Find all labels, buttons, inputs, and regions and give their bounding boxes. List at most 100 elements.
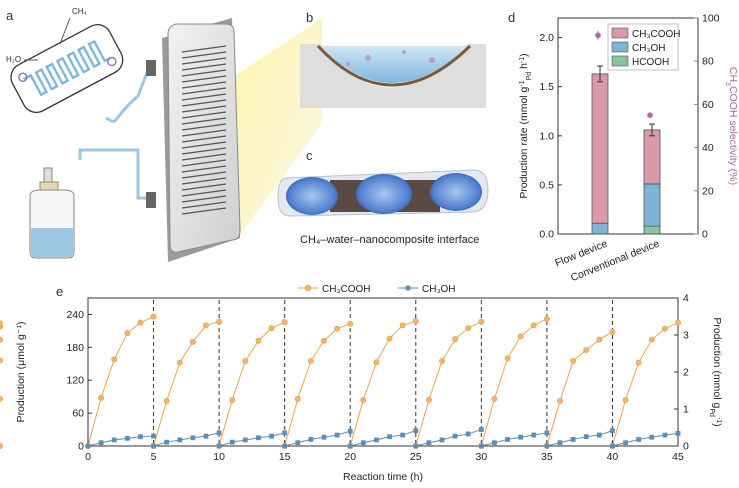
x-tick-label: 10 — [213, 451, 225, 463]
x-tick-label: 30 — [475, 451, 487, 463]
data-point — [649, 434, 655, 440]
series-line — [611, 322, 679, 447]
data-point — [295, 440, 301, 446]
data-point — [163, 398, 170, 405]
y-tick-label: 60 — [72, 408, 84, 420]
selectivity-point — [647, 112, 653, 118]
y-tick-label: 0 — [78, 441, 84, 453]
data-point — [596, 432, 602, 438]
data-point — [543, 315, 550, 322]
data-point — [111, 356, 118, 363]
methane-bubble — [356, 174, 412, 214]
series-line — [546, 331, 613, 447]
panel-label-b: b — [306, 10, 313, 25]
series-line — [349, 320, 416, 447]
legend-swatch — [611, 27, 629, 39]
data-point — [307, 358, 314, 365]
droplet-trough — [300, 44, 486, 108]
series-line — [87, 316, 154, 447]
panel-label-e: e — [56, 284, 63, 299]
series-line — [218, 432, 285, 447]
data-point — [138, 434, 143, 440]
y-tick-label: 1.5 — [539, 81, 554, 93]
y2-tick-label: 80 — [702, 56, 714, 68]
data-point — [242, 437, 248, 443]
data-point — [334, 325, 341, 332]
data-point — [636, 437, 642, 442]
series-line — [284, 430, 351, 447]
y-tick-label: 2.0 — [539, 32, 554, 44]
series-line — [481, 432, 547, 447]
data-point — [413, 443, 419, 449]
data-point — [387, 434, 392, 440]
data-point — [623, 440, 628, 446]
data-point — [662, 432, 668, 438]
panel-c: c CH₄–water–nanocomposite interface — [277, 148, 489, 246]
data-point — [412, 318, 419, 325]
series-line — [415, 429, 482, 447]
connector-bottom — [146, 192, 156, 208]
line-chart-y-axis-label: Production (μmol g⁻¹) — [15, 322, 27, 423]
data-point — [269, 433, 274, 439]
data-point — [465, 431, 471, 437]
data-point — [203, 433, 209, 439]
data-point — [610, 428, 615, 434]
y2-tick-label: 4 — [683, 293, 689, 305]
panel-label-c: c — [306, 148, 313, 163]
data-point — [544, 430, 550, 436]
y-tick-label: 1.0 — [539, 130, 554, 142]
data-point — [478, 427, 484, 432]
legend-label: CH₃COOH — [632, 29, 681, 40]
data-point — [347, 320, 354, 327]
water-droplet-illustration — [320, 46, 468, 83]
data-point — [98, 394, 105, 401]
series-line — [480, 318, 548, 447]
data-point — [242, 358, 249, 365]
series-line — [284, 323, 351, 447]
y-tick-label: 240 — [66, 309, 84, 321]
gas-bubble — [346, 62, 350, 66]
x-tick-label: 40 — [607, 451, 619, 463]
data-point — [557, 398, 564, 405]
y-tick-label: 0.5 — [539, 179, 554, 191]
methane-bubble — [430, 173, 482, 211]
data-point — [360, 440, 366, 446]
data-point — [373, 359, 380, 366]
series-line — [612, 432, 679, 447]
data-point — [360, 396, 367, 403]
bar-segment — [643, 183, 661, 227]
panel-e: e Reaction time (h) Production (μmol g⁻¹… — [0, 284, 723, 483]
bar-chart-axes: 0.0 0.5 1.0 1.5 2.0 0 20 40 60 80 100 — [539, 13, 719, 241]
data-point — [216, 318, 223, 325]
data-point — [530, 322, 537, 329]
data-point — [452, 336, 459, 343]
data-point — [98, 440, 104, 446]
data-point — [320, 337, 327, 344]
series-line — [218, 321, 285, 447]
data-point — [216, 430, 222, 436]
data-point — [202, 322, 209, 329]
data-point — [504, 355, 511, 362]
ch4-label: CH₄ — [72, 7, 87, 16]
data-point — [675, 319, 682, 326]
series-line — [153, 432, 220, 447]
y-tick-label: 180 — [66, 342, 84, 354]
data-point — [491, 395, 498, 402]
methane-bubble — [286, 177, 338, 215]
data-point — [570, 437, 576, 442]
line-chart-x-axis-label: Reaction time (h) — [343, 471, 423, 483]
x-tick-label: 20 — [344, 451, 356, 463]
y2-tick-label: 3 — [683, 330, 689, 342]
bar-chart-legend: CH₃COOH CH₃OH HCOOH — [607, 23, 681, 71]
gas-bubble — [402, 50, 406, 54]
data-point — [216, 443, 222, 449]
series-line — [350, 430, 416, 447]
tube-lower — [78, 148, 148, 200]
selectivity-point — [595, 32, 601, 39]
y2-tick-label: 1 — [683, 404, 689, 416]
data-point — [151, 433, 156, 439]
panel-a: a CH₄ H₂O — [6, 7, 322, 262]
data-point — [386, 335, 393, 342]
data-point — [399, 322, 406, 329]
